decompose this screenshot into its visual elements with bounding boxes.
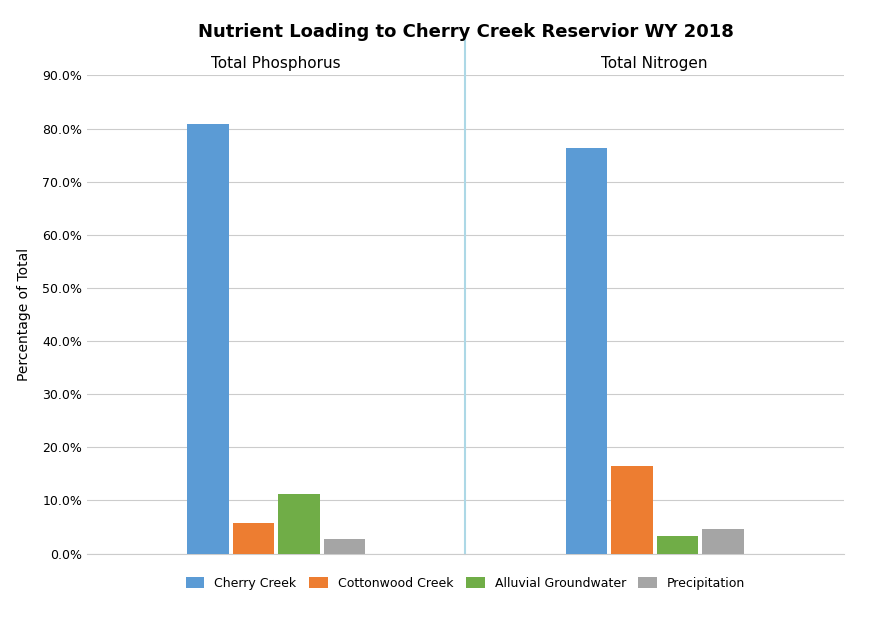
Bar — [187, 125, 229, 554]
Y-axis label: Percentage of Total: Percentage of Total — [17, 248, 31, 381]
Text: Total Nitrogen: Total Nitrogen — [600, 56, 707, 70]
Bar — [565, 148, 607, 554]
Bar — [656, 536, 698, 554]
Text: Total Phosphorus: Total Phosphorus — [211, 56, 341, 70]
Bar — [323, 538, 365, 554]
Bar — [232, 523, 274, 554]
Bar — [701, 529, 743, 554]
Legend: Cherry Creek, Cottonwood Creek, Alluvial Groundwater, Precipitation: Cherry Creek, Cottonwood Creek, Alluvial… — [181, 572, 749, 595]
Bar — [610, 467, 652, 554]
Title: Nutrient Loading to Cherry Creek Reservior WY 2018: Nutrient Loading to Cherry Creek Reservi… — [197, 23, 733, 41]
Bar — [278, 494, 320, 554]
